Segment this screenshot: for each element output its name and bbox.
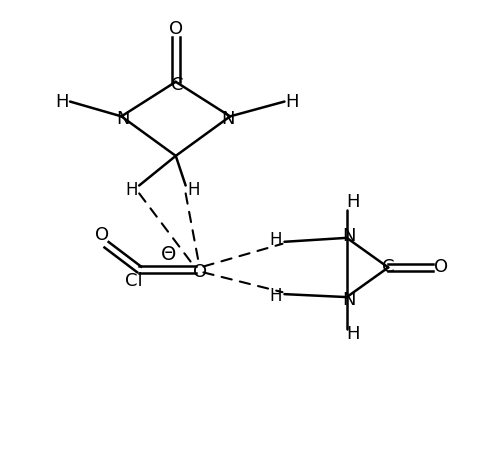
Text: H: H — [187, 181, 200, 199]
Text: H: H — [269, 231, 282, 249]
Text: O: O — [95, 226, 108, 244]
Text: O: O — [168, 20, 183, 38]
Text: H: H — [55, 93, 69, 111]
Text: N: N — [117, 110, 130, 128]
Text: Cl: Cl — [125, 272, 143, 290]
Text: Θ: Θ — [161, 245, 177, 264]
Text: N: N — [342, 227, 356, 245]
Text: H: H — [346, 324, 360, 342]
Text: C: C — [382, 258, 395, 276]
Text: C: C — [171, 76, 184, 94]
Text: O: O — [433, 258, 448, 276]
Text: N: N — [342, 291, 356, 309]
Text: H: H — [286, 93, 299, 111]
Text: N: N — [221, 110, 235, 128]
Text: H: H — [269, 287, 282, 305]
Text: O: O — [193, 263, 207, 281]
Text: H: H — [346, 194, 360, 212]
Text: H: H — [125, 181, 138, 199]
